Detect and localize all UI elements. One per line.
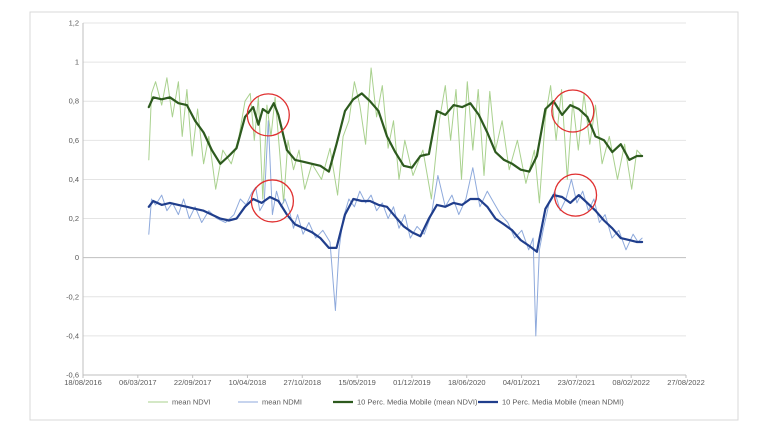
- y-tick-label: 0,4: [69, 175, 79, 184]
- x-tick-label: 06/03/2017: [119, 378, 157, 387]
- x-tick-label: 04/01/2021: [503, 378, 541, 387]
- x-tick-label: 10/04/2018: [229, 378, 267, 387]
- series-line-1: [148, 67, 643, 204]
- x-tick-label: 08/02/2022: [612, 378, 650, 387]
- legend-label: 10 Perc. Media Mobile (mean NDMI): [502, 398, 624, 407]
- y-tick-label: -0,6: [66, 371, 79, 380]
- series-line-4: [147, 194, 644, 253]
- highlight-circle: [551, 89, 595, 133]
- legend-label: 10 Perc. Media Mobile (mean NDVI): [357, 398, 478, 407]
- legend-label: mean NDVI: [172, 398, 211, 407]
- y-tick-label: 1: [75, 58, 79, 67]
- x-tick-label: 18/08/2016: [64, 378, 102, 387]
- x-tick-label: 27/08/2022: [667, 378, 705, 387]
- y-tick-label: 0: [75, 253, 79, 262]
- series-line-2: [148, 120, 643, 337]
- y-tick-label: 0,6: [69, 136, 79, 145]
- legend-label: mean NDMI: [262, 398, 302, 407]
- y-tick-label: 1,2: [69, 19, 79, 28]
- y-tick-label: 0,2: [69, 214, 79, 223]
- y-tick-label: 0,8: [69, 97, 79, 106]
- y-tick-label: -0,2: [66, 292, 79, 301]
- highlight-circle: [246, 93, 290, 137]
- x-tick-label: 01/12/2019: [393, 378, 431, 387]
- highlight-circle: [250, 179, 295, 223]
- x-tick-label: 23/07/2021: [558, 378, 596, 387]
- series-line-3: [147, 92, 644, 173]
- x-tick-label: 22/09/2017: [174, 378, 212, 387]
- chart-border: [29, 11, 739, 421]
- y-tick-label: -0,4: [66, 331, 79, 340]
- x-tick-label: 15/05/2019: [338, 378, 376, 387]
- x-tick-label: 27/10/2018: [283, 378, 321, 387]
- x-tick-label: 18/06/2020: [448, 378, 486, 387]
- highlight-circle: [553, 173, 598, 217]
